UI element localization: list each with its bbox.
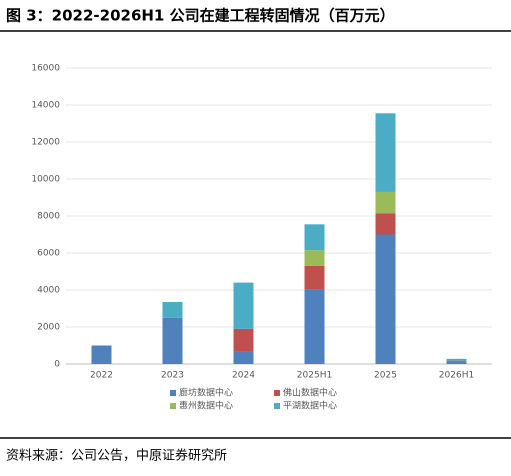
bar-segment — [375, 113, 396, 192]
y-tick-label: 8000 — [37, 212, 60, 222]
x-tick-label: 2025H1 — [297, 371, 332, 381]
y-tick-label: 14000 — [31, 101, 60, 111]
x-tick-label: 2025 — [374, 371, 397, 381]
y-tick-label: 10000 — [31, 175, 60, 185]
legend-label: 佛山数据中心 — [283, 387, 337, 399]
y-tick-label: 16000 — [31, 64, 60, 74]
chart-title: 图 3：2022-2026H1 公司在建工程转固情况（百万元） — [6, 7, 395, 25]
bar-segment — [304, 289, 325, 364]
x-tick-label: 2024 — [232, 371, 255, 381]
x-tick-label: 2022 — [90, 371, 113, 381]
bar-segment — [233, 282, 254, 329]
bar-segment — [233, 351, 254, 364]
x-tick-label: 2023 — [161, 371, 184, 381]
bar-segment — [304, 250, 325, 266]
source: 资料来源：公司公告，中原证券研究所 — [6, 448, 227, 464]
bar-segment — [375, 191, 396, 214]
legend-swatch — [274, 403, 280, 409]
bar-segment — [162, 302, 183, 318]
legend-label: 惠州数据中心 — [179, 400, 233, 412]
x-tick-label: 2026H1 — [439, 371, 474, 381]
legend-swatch — [170, 390, 176, 396]
bar-segment — [375, 234, 396, 364]
legend-label: 平湖数据中心 — [283, 400, 337, 412]
y-tick-label: 4000 — [37, 286, 60, 296]
bar-segment — [233, 328, 254, 352]
legend-swatch — [170, 403, 176, 409]
y-tick-label: 0 — [54, 360, 60, 370]
bar-segment — [375, 213, 396, 235]
bar-segment — [304, 265, 325, 290]
bar-segment — [91, 345, 112, 364]
y-tick-label: 12000 — [31, 138, 60, 148]
legend-label: 廊坊数据中心 — [179, 387, 233, 399]
bar-segment — [446, 358, 467, 361]
y-tick-label: 6000 — [37, 249, 60, 259]
bar-segment — [446, 361, 467, 364]
bar-segment — [162, 317, 183, 364]
legend-swatch — [274, 390, 280, 396]
bar-segment — [446, 360, 467, 362]
y-tick-label: 2000 — [37, 323, 60, 333]
bar-segment — [304, 224, 325, 251]
